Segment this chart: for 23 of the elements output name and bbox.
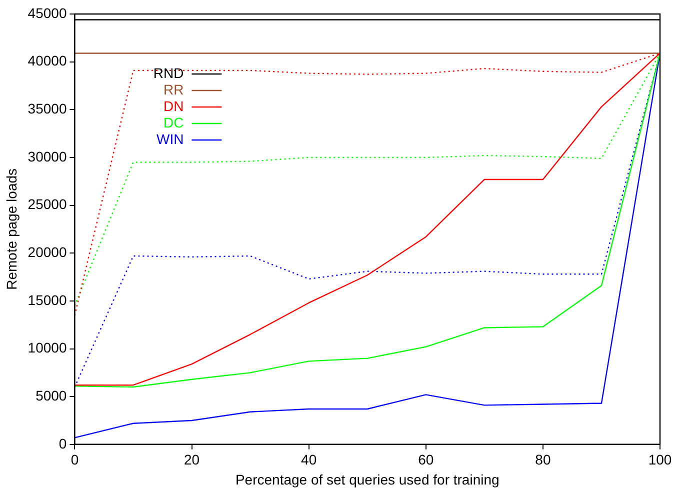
y-axis-title: Remote page loads: [3, 168, 20, 290]
y-tick-label: 45000: [28, 4, 67, 21]
legend-label: DC: [163, 114, 184, 130]
x-tick-label: 20: [184, 452, 200, 468]
y-tick-label: 25000: [28, 196, 67, 212]
y-tick-label: 40000: [28, 52, 67, 69]
y-tick-label: 10000: [28, 340, 67, 356]
legend-label: RR: [163, 81, 184, 98]
y-tick-label: 15000: [28, 292, 67, 308]
y-tick-label: 30000: [28, 148, 67, 164]
y-tick-label: 5000: [36, 387, 67, 404]
x-tick-label: 60: [418, 452, 434, 468]
y-tick-label: 0: [58, 435, 67, 452]
legend-label: DN: [163, 98, 184, 114]
x-axis-title: Percentage of set queries used for training: [235, 471, 500, 488]
legend-label: WIN: [156, 130, 184, 147]
x-tick-label: 40: [301, 452, 317, 468]
y-tick-label: 20000: [28, 244, 67, 260]
x-tick-label: 100: [648, 452, 672, 468]
legend-label: RND: [153, 64, 184, 81]
x-tick-label: 0: [70, 452, 79, 468]
y-tick-label: 35000: [28, 100, 67, 117]
x-tick-label: 80: [535, 452, 551, 468]
